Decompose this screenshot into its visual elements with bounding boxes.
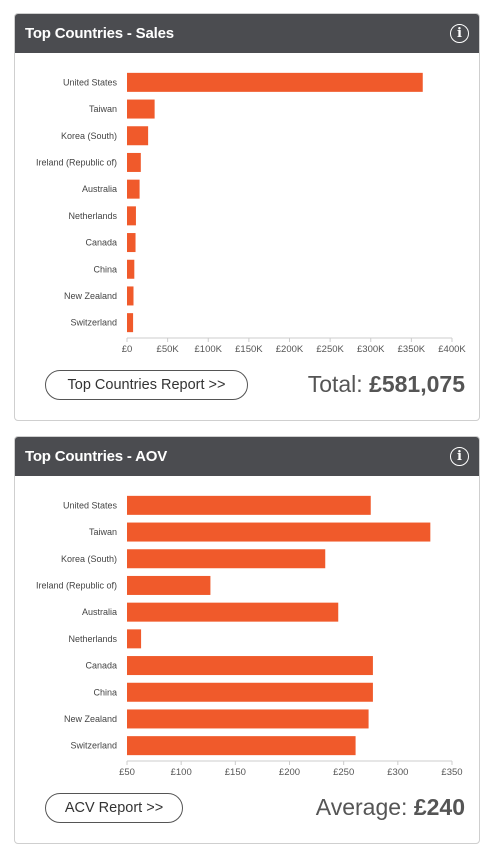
bar [127,259,135,279]
x-tick-label: £50 [119,767,135,778]
bar [127,313,134,333]
x-tick-label: £350K [398,344,426,355]
category-label: China [93,264,117,274]
x-tick-label: £150K [235,344,263,355]
bar [127,736,356,756]
acv-report-button[interactable]: ACV Report >> [45,793,183,823]
x-tick-label: £200 [279,767,300,778]
category-label: New Zealand [64,714,117,724]
category-label: United States [63,500,118,510]
category-label: Ireland (Republic of) [36,157,117,167]
bar [127,602,339,622]
bar [127,656,373,676]
x-tick-label: £250K [316,344,344,355]
category-label: Ireland (Republic of) [36,580,117,590]
bar [127,629,142,649]
bar [127,206,136,226]
aov-bar-chart: £50 £100 £150 £200 £250 £300 £350 United States… [36,495,463,778]
category-label: Netherlands [68,634,117,644]
bar [127,99,155,119]
total-summary: Total: £581,075 [308,371,465,398]
category-label: Canada [85,238,117,248]
category-label: Switzerland [70,318,117,328]
summary-label: Total: [307,371,363,397]
bar [127,179,140,199]
category-label: Taiwan [89,527,117,537]
info-icon[interactable]: i [450,447,469,466]
category-label: Switzerland [70,741,117,751]
aov-panel-header: Top Countries - AOV i [15,437,479,476]
x-tick-label: £150 [225,767,246,778]
bar [127,682,373,702]
bar [127,152,141,172]
x-tick-label: £200K [276,344,304,355]
bar [127,495,371,515]
x-tick-label: £350 [441,767,462,778]
aov-panel: Top Countries - AOV i £50 £100 £150 £200 £25… [14,436,480,844]
x-tick-label: £100K [195,344,223,355]
bar [127,72,423,92]
x-tick-label: £250 [333,767,354,778]
category-label: New Zealand [64,291,117,301]
category-label: Taiwan [89,104,117,114]
summary-value: £240 [413,794,465,820]
category-label: Australia [82,184,117,194]
category-label: Australia [82,607,117,617]
category-label: Korea (South) [61,131,117,141]
top-countries-report-button[interactable]: Top Countries Report >> [45,370,248,400]
summary-value: £581,075 [369,371,465,397]
bar [127,233,136,253]
category-label: United States [63,77,118,87]
category-label: Netherlands [68,211,117,221]
category-label: Korea (South) [61,554,117,564]
info-icon[interactable]: i [450,24,469,43]
panel-title: Top Countries - AOV [25,448,168,465]
x-tick-label: £50K [157,344,180,355]
average-summary: Average: £240 [316,794,465,821]
category-label: Canada [85,661,117,671]
x-tick-label: £100 [171,767,192,778]
x-tick-label: £400K [438,344,466,355]
sales-panel: Top Countries - Sales i £0 £50K £100K £150K… [14,13,480,421]
x-tick-label: £300K [357,344,385,355]
bar [127,286,134,306]
bar [127,126,149,146]
sales-bar-chart: £0 £50K £100K £150K £200K £250K £300K £350K £400… [36,72,466,355]
bar [127,549,326,569]
bar [127,709,369,729]
bar [127,575,211,595]
x-tick-label: £0 [122,344,133,355]
bar [127,522,431,542]
summary-label: Average: [315,794,408,820]
sales-panel-header: Top Countries - Sales i [15,14,479,53]
panel-title: Top Countries - Sales [25,25,174,42]
x-tick-label: £300 [387,767,408,778]
category-label: China [93,687,117,697]
